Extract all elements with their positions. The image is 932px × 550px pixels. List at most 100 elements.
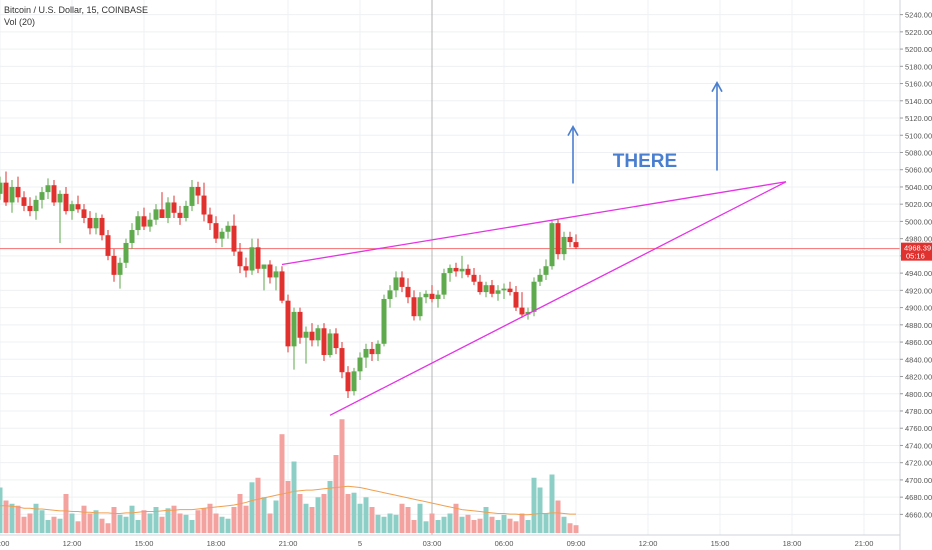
candle-body <box>417 297 423 317</box>
candle-body <box>501 288 507 291</box>
candle-body <box>297 311 303 338</box>
candle-7 <box>39 186 45 209</box>
volume-bar-5 <box>27 513 33 533</box>
time-axis[interactable]: 09:00 12:00 15:00 18:00 21:00 5 03:00 06:00 09:0… <box>0 534 900 548</box>
candle-body <box>207 214 213 224</box>
candle-55 <box>327 329 333 358</box>
volume-bar-81 <box>483 507 489 533</box>
candle-body <box>447 267 453 274</box>
volume-bar-11 <box>63 494 69 533</box>
candle-body <box>375 343 381 355</box>
candle-71 <box>423 290 429 304</box>
volume-bar-29 <box>171 505 177 533</box>
candle-body <box>3 182 9 203</box>
candle-body <box>561 236 567 255</box>
volume-bar-33 <box>195 510 201 533</box>
candle-body <box>543 266 549 275</box>
candle-5 <box>27 197 33 217</box>
volume-bar-41 <box>243 505 249 533</box>
candle-body <box>63 193 69 212</box>
candle-8 <box>45 178 51 200</box>
volume-bar-87 <box>519 513 525 533</box>
candle-body <box>303 331 309 338</box>
drawings[interactable]: THERE <box>281 81 787 416</box>
candle-26 <box>153 204 159 225</box>
candle-21 <box>123 238 129 268</box>
price-tick-label-10: 4860.00 <box>905 338 932 347</box>
candle-body <box>381 298 387 344</box>
symbol-label[interactable]: Bitcoin / U.S. Dollar, 15, COINBASE <box>4 5 149 15</box>
price-tick-label-22: 5100.00 <box>905 131 932 140</box>
candle-body <box>195 186 201 196</box>
candle-body <box>453 267 459 272</box>
candle-body <box>51 185 57 203</box>
volume-bar-56 <box>333 455 339 533</box>
volume-bar-70 <box>417 503 423 533</box>
volume-bar-84 <box>501 514 507 533</box>
candle-62 <box>369 342 375 362</box>
candle-body <box>339 348 345 373</box>
volume-label[interactable]: Vol (20) <box>4 17 36 27</box>
volume-ma-line <box>0 485 576 516</box>
candle-82 <box>489 280 495 298</box>
candle-body <box>201 195 207 215</box>
candle-1 <box>3 171 9 206</box>
candle-4 <box>21 191 27 212</box>
candle-body <box>243 266 249 271</box>
volume-bar-73 <box>435 520 441 533</box>
candle-15 <box>87 211 93 235</box>
volume-bar-54 <box>321 494 327 533</box>
price-tick-label-17: 5000.00 <box>905 217 932 226</box>
price-tick-label-19: 5040.00 <box>905 183 932 192</box>
volume-bar-44 <box>261 497 267 533</box>
candle-64 <box>381 294 387 347</box>
candle-13 <box>75 195 81 213</box>
volume-bar-7 <box>39 510 45 533</box>
candle-18 <box>105 230 111 261</box>
candle-body <box>87 217 93 229</box>
arrow-head <box>711 81 723 93</box>
candle-33 <box>195 181 201 205</box>
price-tick-label-2: 4700.00 <box>905 476 932 485</box>
volume-bar-89 <box>531 477 537 533</box>
candle-body <box>465 268 471 275</box>
candle-body <box>129 230 135 243</box>
price-tick-label-11: 4880.00 <box>905 321 932 330</box>
volume-bar-21 <box>123 516 129 533</box>
time-tick-label-2: 15:00 <box>135 539 154 548</box>
volume-bar-91 <box>543 513 549 533</box>
candle-body <box>75 204 81 210</box>
candle-37 <box>219 228 225 248</box>
note-text: THERE <box>613 151 677 172</box>
volume-bar-68 <box>405 507 411 533</box>
candle-40 <box>237 242 243 274</box>
candle-body <box>147 219 153 227</box>
candle-body <box>159 209 165 218</box>
volume-bar-32 <box>189 520 195 533</box>
volume-bar-10 <box>57 518 63 533</box>
price-tick-label-24: 5140.00 <box>905 97 932 106</box>
volume-bar-88 <box>525 520 531 533</box>
candle-body <box>537 274 543 282</box>
candle-94 <box>561 231 567 261</box>
candle-body <box>399 277 405 287</box>
candle-92 <box>549 219 555 270</box>
price-axis[interactable]: 4660.00 4680.00 4700.00 4720.00 4740.00 4760.… <box>899 0 932 550</box>
volume-bar-85 <box>507 518 513 533</box>
volume-bar-53 <box>315 497 321 533</box>
candle-body <box>45 185 51 193</box>
candle-46 <box>273 266 279 291</box>
candle-body <box>111 255 117 275</box>
candle-58 <box>345 366 351 399</box>
time-tick-label-4: 21:00 <box>279 539 298 548</box>
volume-bar-80 <box>477 518 483 533</box>
candle-body <box>273 271 279 278</box>
candle-body <box>249 247 255 271</box>
candle-49 <box>291 307 297 370</box>
volume-bar-72 <box>429 513 435 533</box>
candle-9 <box>51 180 57 206</box>
candle-body <box>477 281 483 293</box>
candle-body <box>513 292 519 308</box>
